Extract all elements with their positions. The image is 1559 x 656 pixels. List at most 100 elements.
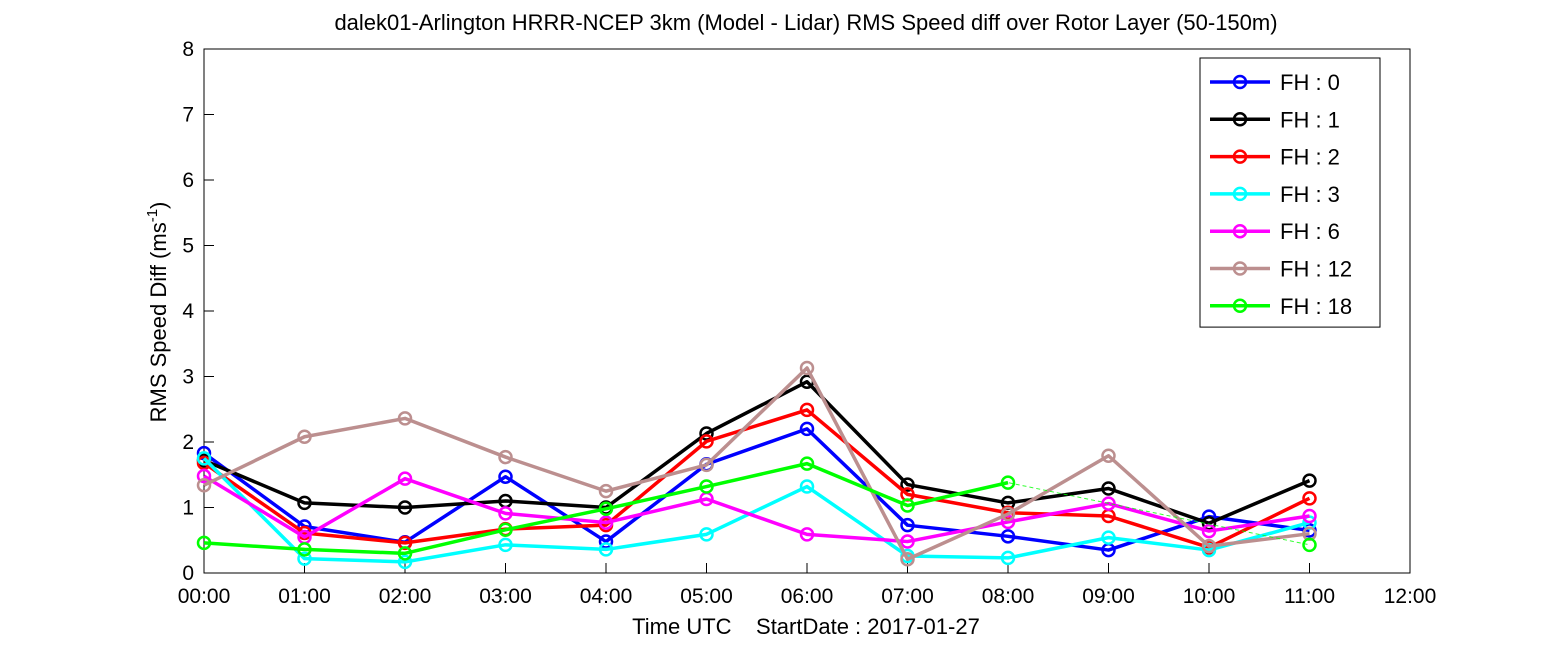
data-point: [799, 360, 815, 376]
legend-item-fh-3: FH : 3: [1210, 182, 1340, 207]
x-tick-label: 06:00: [781, 585, 834, 608]
data-point: [900, 498, 915, 513]
data-point: [1000, 506, 1016, 522]
data-point: [196, 535, 212, 551]
data-point: [297, 542, 312, 557]
y-tick-label: 0: [182, 562, 194, 585]
data-point: [196, 477, 212, 493]
data-point: [598, 515, 614, 530]
x-axis-label: Time UTC StartDate : 2017-01-27: [632, 614, 980, 639]
y-tick-label: 4: [182, 300, 194, 323]
data-point: [699, 434, 714, 449]
data-point: [196, 451, 212, 466]
legend-item-fh-0: FH : 0: [1210, 70, 1340, 95]
x-tick-label: 12:00: [1384, 585, 1437, 608]
y-tick-label: 5: [182, 235, 194, 258]
data-point: [1101, 496, 1116, 511]
legend-swatch-marker: [1232, 186, 1248, 202]
data-point: [1302, 537, 1317, 553]
y-tick-label: 2: [182, 431, 194, 454]
y-axis-label-suffix: ): [146, 202, 171, 209]
series-fh-1: [196, 374, 1317, 531]
series-layer: [196, 360, 1317, 570]
legend-item-fh-6: FH : 6: [1210, 219, 1340, 244]
data-point: [1000, 529, 1016, 544]
data-point: [799, 421, 815, 437]
y-tick-label: 7: [182, 104, 194, 127]
legend-swatch-marker: [1232, 298, 1248, 314]
data-point: [1101, 530, 1116, 545]
x-tick-label: 09:00: [1082, 585, 1135, 608]
data-point: [699, 527, 714, 542]
y-axis-label: RMS Speed Diff (ms-1): [144, 202, 171, 423]
data-point: [196, 468, 212, 484]
x-tick-label: 05:00: [680, 585, 733, 608]
data-point: [498, 522, 513, 538]
data-point: [598, 501, 614, 517]
x-tick-label: 08:00: [982, 585, 1035, 608]
y-axis-label-superscript: -1: [144, 209, 161, 222]
data-point: [498, 506, 513, 521]
legend-label: FH : 1: [1280, 107, 1340, 132]
x-tick-label: 00:00: [178, 585, 231, 608]
data-point: [397, 471, 413, 486]
y-tick-label: 8: [182, 38, 194, 61]
legend-swatch-marker: [1232, 223, 1248, 239]
legend-swatch-marker: [1232, 112, 1248, 127]
data-point: [598, 483, 614, 499]
data-point: [1302, 473, 1317, 488]
data-point: [598, 534, 614, 549]
legend-swatch-marker: [1232, 261, 1248, 276]
data-point: [1101, 481, 1116, 496]
legend-label: FH : 6: [1280, 219, 1340, 244]
data-point: [397, 411, 413, 426]
x-tick-label: 11:00: [1284, 585, 1335, 608]
legend-label: FH : 18: [1280, 294, 1352, 319]
data-point: [397, 554, 413, 570]
legend-label: FH : 12: [1280, 257, 1352, 282]
legend-item-fh-18: FH : 18: [1210, 294, 1352, 319]
data-point: [699, 479, 714, 494]
data-point: [799, 402, 815, 418]
data-point: [900, 477, 915, 492]
data-point: [498, 449, 513, 465]
data-point: [498, 537, 513, 553]
data-point: [1201, 523, 1217, 539]
x-tick-label: 04:00: [580, 585, 633, 608]
series-line: [203, 461, 1009, 556]
x-tick-label: 02:00: [379, 585, 432, 608]
x-tick-label: 07:00: [881, 585, 934, 608]
data-point: [900, 517, 915, 533]
legend-item-fh-2: FH : 2: [1210, 145, 1340, 170]
legend-swatch-marker: [1232, 74, 1248, 90]
x-tick-label: 10:00: [1183, 585, 1236, 608]
data-point: [1000, 475, 1016, 490]
legend-label: FH : 2: [1280, 145, 1340, 170]
data-point: [598, 542, 614, 557]
chart-title: dalek01-Arlington HRRR-NCEP 3km (Model -…: [334, 10, 1277, 35]
series-line: [203, 379, 1311, 525]
legend-item-fh-12: FH : 12: [1210, 257, 1352, 282]
series-line: [202, 408, 1311, 550]
legend-label: FH : 3: [1280, 182, 1340, 207]
data-point: [799, 456, 815, 471]
data-point: [699, 457, 714, 473]
y-axis: 0 1 2 3 4 5 6 7 8: [182, 38, 214, 585]
data-point: [1302, 508, 1317, 524]
x-tick-label: 03:00: [479, 585, 532, 608]
data-point: [397, 500, 413, 515]
data-point: [699, 426, 714, 441]
data-point: [1201, 538, 1217, 554]
data-point: [900, 551, 915, 567]
data-point: [397, 535, 413, 551]
series-line: [203, 366, 1310, 561]
y-axis-label-main: RMS Speed Diff (ms: [146, 222, 171, 422]
data-point: [1000, 550, 1016, 566]
data-point: [799, 527, 815, 542]
y-tick-label: 6: [182, 169, 194, 192]
legend-swatch-marker: [1232, 149, 1248, 164]
legend: FH : 0 FH : 1 FH : 2 FH : 3 FH : 6 FH : 12 FH …: [1199, 57, 1381, 328]
legend-label: FH : 0: [1280, 70, 1340, 95]
data-point: [799, 479, 815, 494]
series-fh-18: [196, 456, 1317, 561]
